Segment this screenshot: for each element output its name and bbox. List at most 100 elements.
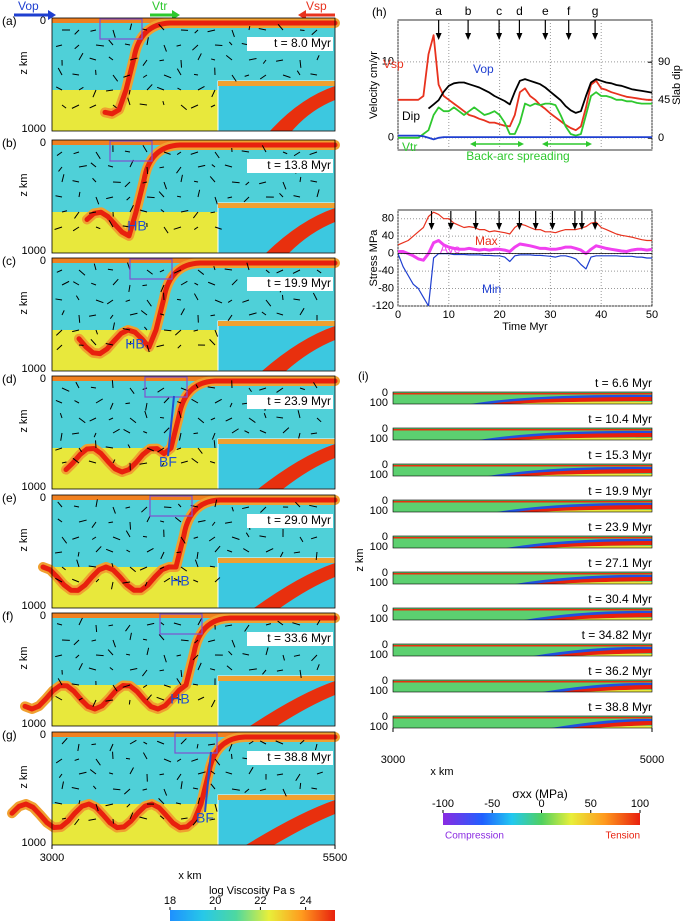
flow-arrow bbox=[125, 299, 131, 302]
flow-arrow bbox=[142, 74, 148, 78]
flow-arrow bbox=[129, 739, 137, 745]
flow-arrow bbox=[146, 447, 154, 452]
flow-arrow bbox=[78, 519, 87, 523]
flow-arrow bbox=[191, 398, 199, 404]
flow-arrow bbox=[129, 668, 138, 671]
marker-arrow-head bbox=[571, 223, 578, 230]
marker-arrow-head bbox=[496, 33, 503, 40]
flow-arrow bbox=[143, 741, 148, 745]
viscosity-panel: t = 19.9 Myr (c) 0 1000 z km HB bbox=[2, 254, 340, 375]
flow-arrow bbox=[73, 151, 80, 155]
flow-arrow bbox=[163, 74, 172, 79]
time-label: t = 23.9 Myr bbox=[588, 520, 652, 534]
series-line bbox=[398, 211, 652, 246]
flow-arrow bbox=[292, 622, 301, 626]
z-axis-label: z km bbox=[18, 765, 30, 788]
flow-arrow bbox=[190, 151, 199, 155]
flow-arrow bbox=[227, 549, 233, 553]
flow-arrow bbox=[228, 650, 233, 656]
flow-arrow bbox=[213, 266, 216, 271]
marker-arrow-head bbox=[496, 223, 503, 230]
flow-arrow bbox=[178, 432, 182, 441]
flow-arrow bbox=[180, 817, 188, 820]
z-axis-label: z km bbox=[18, 646, 30, 669]
flow-arrow bbox=[298, 432, 301, 439]
flow-arrow bbox=[156, 86, 165, 91]
flow-arrow bbox=[56, 151, 63, 156]
flow-arrow bbox=[224, 268, 233, 271]
z-tick-label: 100 bbox=[370, 505, 388, 517]
flow-arrow bbox=[210, 417, 216, 421]
flow-arrow bbox=[163, 397, 170, 404]
flow-arrow bbox=[126, 803, 131, 808]
flow-arrow bbox=[225, 771, 233, 775]
flow-arrow bbox=[160, 551, 165, 560]
marker-label: b bbox=[465, 4, 472, 18]
flow-arrow bbox=[214, 803, 218, 812]
marker-arrow-head bbox=[565, 33, 572, 40]
flow-arrow bbox=[242, 299, 250, 303]
panel-frame bbox=[51, 139, 336, 254]
flow-arrow bbox=[139, 566, 148, 571]
flow-arrow bbox=[194, 639, 199, 644]
x-axis-label: x km bbox=[430, 766, 453, 778]
z-tick-label: 0 bbox=[382, 459, 388, 471]
flow-arrow bbox=[124, 150, 131, 153]
series-label: Min bbox=[482, 282, 501, 296]
flow-arrow bbox=[61, 536, 68, 544]
flow-arrow bbox=[74, 29, 80, 35]
flow-arrow bbox=[196, 743, 199, 749]
time-label: t = 6.6 Myr bbox=[595, 376, 652, 390]
flow-arrow bbox=[163, 506, 172, 509]
flow-arrow bbox=[176, 166, 182, 174]
flow-arrow bbox=[299, 669, 302, 678]
inset-slab bbox=[270, 86, 335, 131]
flow-arrow bbox=[214, 545, 221, 553]
flow-arrow bbox=[78, 799, 81, 805]
flow-arrow bbox=[89, 57, 97, 61]
flow-arrow bbox=[108, 220, 114, 228]
flow-arrow bbox=[74, 400, 80, 404]
flow-arrow bbox=[78, 165, 87, 168]
flow-arrow bbox=[311, 787, 318, 790]
flow-arrow bbox=[176, 654, 182, 657]
flow-arrow bbox=[279, 551, 284, 558]
marker-arrow-head bbox=[592, 33, 599, 40]
series-line bbox=[398, 134, 652, 141]
marker-arrow-head bbox=[542, 33, 549, 40]
flow-arrow bbox=[158, 798, 165, 805]
flow-arrow bbox=[242, 653, 250, 656]
flow-arrow bbox=[105, 89, 114, 92]
flow-arrow bbox=[227, 196, 233, 199]
flow-arrow bbox=[282, 151, 288, 155]
flow-arrow bbox=[259, 535, 267, 538]
z-tick-label: 0 bbox=[40, 729, 46, 741]
flow-arrow bbox=[146, 344, 150, 353]
flow-arrow bbox=[93, 432, 97, 438]
annotation: HB bbox=[170, 691, 189, 707]
flow-arrow bbox=[142, 145, 148, 153]
flow-arrow bbox=[162, 101, 165, 106]
flow-arrow bbox=[61, 737, 68, 745]
z-axis-label: z km bbox=[18, 409, 30, 432]
flow-arrow bbox=[109, 772, 114, 775]
flow-arrow bbox=[211, 521, 216, 526]
colorbar-title: log Viscosity Pa s bbox=[209, 885, 296, 897]
flow-arrow bbox=[173, 226, 182, 230]
flow-arrow bbox=[282, 181, 287, 190]
y-tick-label: -120 bbox=[372, 300, 394, 312]
viscosity-panel: t = 13.8 Myr (b) 0 1000 z km HB bbox=[2, 136, 340, 257]
flow-arrow bbox=[209, 818, 216, 821]
marker-label: f bbox=[567, 4, 571, 18]
flow-arrow bbox=[89, 104, 97, 109]
time-box bbox=[247, 751, 333, 765]
lithosphere bbox=[52, 613, 335, 618]
flow-arrow bbox=[210, 58, 216, 61]
x-tick-label: 40 bbox=[595, 309, 607, 321]
z-tick-label: 0 bbox=[382, 387, 388, 399]
flow-arrow bbox=[197, 189, 201, 198]
panel-label: (i) bbox=[358, 369, 369, 383]
x-tick-label: 30 bbox=[544, 309, 556, 321]
flow-arrow bbox=[125, 402, 131, 405]
flow-arrow bbox=[88, 818, 97, 821]
